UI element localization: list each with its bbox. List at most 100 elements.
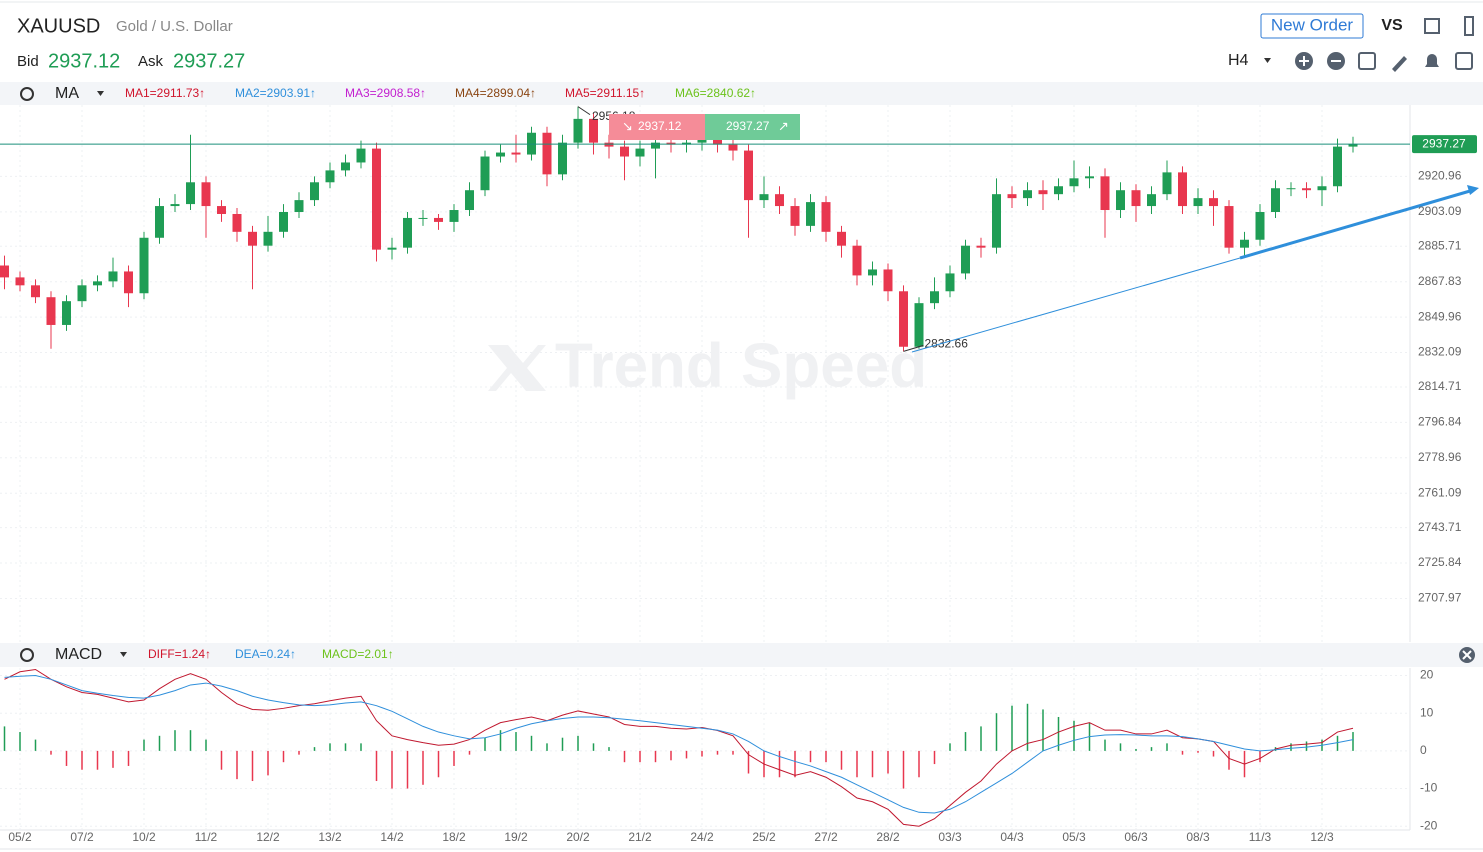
x-tick-label: 27/2 <box>814 830 838 844</box>
y-tick-label: 2920.96 <box>1418 169 1462 183</box>
candle-body <box>31 285 40 298</box>
indicator-icon[interactable] <box>1455 52 1473 70</box>
candle-body <box>852 245 862 276</box>
candle-body <box>542 132 552 175</box>
fullscreen-icon[interactable] <box>1424 18 1440 34</box>
candle-body <box>403 217 412 248</box>
y-tick-label: 2903.09 <box>1418 204 1462 218</box>
candle-body <box>1317 186 1327 191</box>
trend-line-bold[interactable] <box>1239 189 1471 260</box>
candle-body <box>589 118 598 143</box>
candle-body <box>1209 198 1218 207</box>
ma-indicator[interactable]: MA <box>55 85 79 102</box>
candle-body <box>155 206 164 238</box>
price-tag-label: 2937.27 <box>1422 136 1466 150</box>
candle-body <box>356 148 366 163</box>
candle-body <box>511 152 521 155</box>
candle-body <box>1007 194 1017 199</box>
watermark-text: Trend Speed <box>555 331 927 400</box>
candle-body <box>837 231 846 246</box>
x-tick-label: 21/2 <box>628 830 652 844</box>
sidebar-icon[interactable] <box>1464 16 1474 36</box>
timeframe[interactable]: H4 <box>1228 52 1249 69</box>
candle-body <box>217 206 226 214</box>
new-order-label[interactable]: New Order <box>1271 15 1354 34</box>
legend-item: MA2=2903.91↑ <box>235 86 316 100</box>
candle-body <box>1038 190 1048 195</box>
ma-legend: MA1=2911.73↑ MA2=2903.91↑ MA3=2908.58↑ MA4=… <box>125 86 756 100</box>
candle-body <box>1147 194 1156 207</box>
x-tick-label: 19/2 <box>504 830 528 844</box>
candle-body <box>124 271 133 294</box>
candle-body <box>1240 239 1249 248</box>
candle-body <box>232 213 242 232</box>
timeframe-dropdown[interactable] <box>1264 58 1271 63</box>
candle-body <box>1131 190 1141 207</box>
x-tick-label: 18/2 <box>442 830 466 844</box>
macd-dropdown[interactable] <box>120 652 127 657</box>
x-tick-label: 25/2 <box>752 830 776 844</box>
ma-settings-icon[interactable] <box>20 87 34 101</box>
layout-icon[interactable] <box>1358 52 1376 70</box>
macd-settings-icon[interactable] <box>20 648 34 662</box>
x-tick-label: 04/3 <box>1000 830 1024 844</box>
candle-body <box>170 204 180 207</box>
candle-body <box>15 277 25 286</box>
min-pointer <box>903 344 924 352</box>
legend-item: MA5=2911.15↑ <box>565 86 645 100</box>
candle-body <box>651 142 660 149</box>
macd-legend: DIFF=1.24↑ DEA=0.24↑ MACD=2.01↑ <box>148 647 394 661</box>
candle-body <box>93 281 102 286</box>
sell-price: 2937.12 <box>638 119 682 133</box>
candle-body <box>914 303 924 347</box>
candle-body <box>46 297 56 325</box>
macd-indicator[interactable]: MACD <box>55 646 102 663</box>
candle-body <box>899 291 908 347</box>
min-label: 2832.66 <box>925 337 969 351</box>
candle-body <box>821 202 831 232</box>
candle-body <box>294 200 304 213</box>
candle-body <box>790 206 800 226</box>
candle-body <box>775 194 784 207</box>
legend-item: MACD=2.01↑ <box>322 647 394 661</box>
x-tick-label: 24/2 <box>690 830 714 844</box>
symbol: XAUUSD <box>17 15 100 37</box>
ask-price: 2937.27 <box>173 50 245 72</box>
candle-body <box>108 271 118 282</box>
candle-body <box>759 194 769 201</box>
alert-icon[interactable] <box>1425 54 1439 67</box>
ma-dropdown[interactable] <box>97 91 104 96</box>
candle-body <box>1069 178 1079 187</box>
candle-body <box>62 301 71 325</box>
macd-line <box>4 675 1354 814</box>
new-order-button[interactable] <box>1260 13 1364 39</box>
y-tick-label: 2761.09 <box>1418 485 1462 499</box>
candle-body <box>325 170 335 183</box>
candle-body <box>372 148 381 250</box>
watermark: Trend Speed <box>488 331 927 400</box>
candle-body <box>930 291 939 304</box>
trend-line[interactable] <box>911 257 1241 353</box>
candle-body <box>1162 172 1172 195</box>
candle-body <box>77 285 87 302</box>
legend-item: MA3=2908.58↑ <box>345 86 426 100</box>
y-tick-label: -10 <box>1420 781 1438 795</box>
buy-box[interactable] <box>705 114 800 140</box>
y-tick-label: -20 <box>1420 818 1438 832</box>
y-tick-label: 2867.83 <box>1418 274 1462 288</box>
sell-box[interactable] <box>609 114 705 140</box>
candle-body <box>186 182 195 205</box>
buy-price: 2937.27 <box>726 119 770 133</box>
x-tick-label: 07/2 <box>70 830 94 844</box>
vs-button[interactable]: VS <box>1381 17 1403 34</box>
candle-body <box>0 265 9 278</box>
candle-body <box>1100 176 1110 211</box>
candle-body <box>868 269 877 276</box>
candle-body <box>620 146 629 157</box>
buy-arrow: ↗ <box>778 118 789 133</box>
x-tick-label: 11/2 <box>195 830 218 844</box>
candle-body <box>480 156 490 191</box>
candle-body <box>279 212 288 232</box>
draw-icon[interactable] <box>1392 56 1407 72</box>
